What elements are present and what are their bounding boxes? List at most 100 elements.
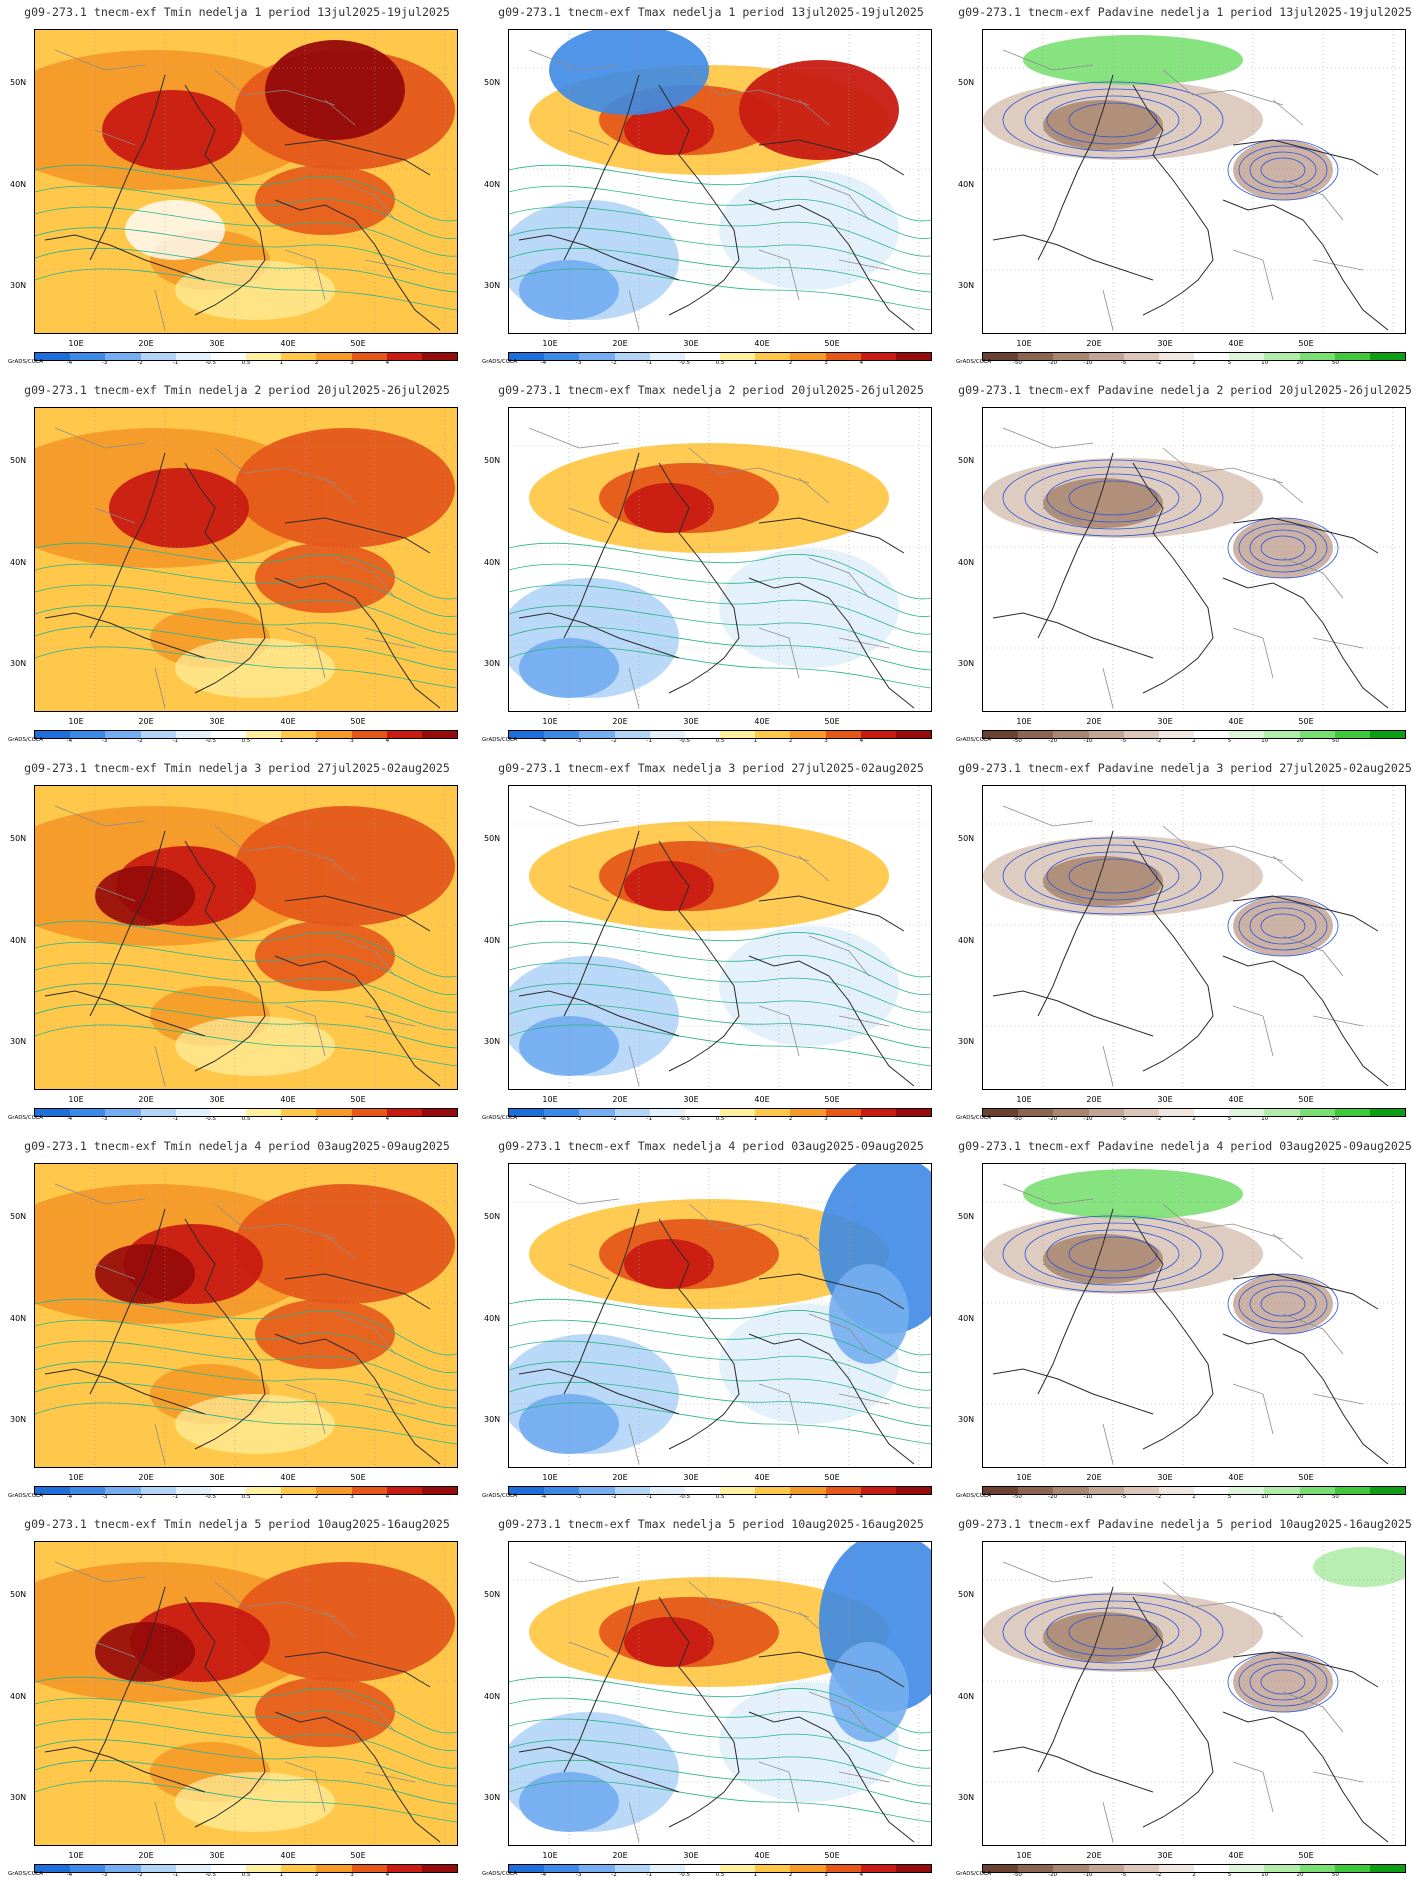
color-bar-swatch bbox=[316, 353, 352, 360]
color-bar-swatch bbox=[1123, 1865, 1159, 1872]
x-tick-label: 40E bbox=[754, 1095, 770, 1104]
color-bar-label: 5 bbox=[1227, 1494, 1232, 1500]
color-bar-label: 2 bbox=[1192, 738, 1196, 744]
x-tick-label: 10E bbox=[542, 1095, 558, 1104]
color-bar-swatch bbox=[351, 1865, 387, 1872]
color-bar-label: -5 bbox=[1120, 738, 1127, 744]
x-tick-label: 30E bbox=[209, 1095, 225, 1104]
map-panel: g09-273.1 tnecm-exf Padavine nedelja 2 p… bbox=[948, 378, 1422, 757]
x-tick-label: 30E bbox=[209, 717, 225, 726]
color-bar-swatch bbox=[386, 1487, 422, 1494]
color-bar-swatch bbox=[1158, 1865, 1195, 1872]
map-canvas bbox=[509, 786, 931, 1089]
color-bar-swatch bbox=[351, 1109, 387, 1116]
color-bar-label: 3 bbox=[350, 360, 354, 366]
panel-title: g09-273.1 tnecm-exf Padavine nedelja 4 p… bbox=[958, 1139, 1412, 1153]
color-bar-label: -20 bbox=[1048, 360, 1058, 366]
color-bar-swatch bbox=[983, 1865, 1019, 1872]
map-panel: g09-273.1 tnecm-exf Tmin nedelja 3 perio… bbox=[0, 756, 474, 1135]
color-bar-label: 4 bbox=[385, 1872, 390, 1878]
color-bar-swatch bbox=[1334, 1865, 1370, 1872]
color-bar-label: -4 bbox=[540, 360, 547, 366]
grads-credit: GrADS/COLA bbox=[8, 1115, 43, 1121]
color-bar-label: 4 bbox=[859, 1494, 864, 1500]
grads-credit: GrADS/COLA bbox=[956, 1115, 991, 1121]
color-bar-swatch bbox=[755, 731, 791, 738]
color-bar-label: 0.5 bbox=[241, 360, 251, 366]
map-plot-area bbox=[982, 1541, 1406, 1846]
color-bar-swatch bbox=[860, 1865, 896, 1872]
color-bar-label: -1 bbox=[646, 738, 653, 744]
color-bar-swatch bbox=[579, 1109, 615, 1116]
color-bar-swatch bbox=[544, 353, 580, 360]
color-bar-label: 2 bbox=[788, 1116, 793, 1122]
color-bar-label: 2 bbox=[314, 738, 319, 744]
x-tick-label: 50E bbox=[350, 1095, 366, 1104]
color-bar-swatch bbox=[386, 353, 422, 360]
color-bar-swatch bbox=[1229, 731, 1265, 738]
x-tick-label: 50E bbox=[350, 1473, 366, 1482]
color-bar-swatch bbox=[175, 353, 211, 360]
x-tick-label: 40E bbox=[754, 1473, 770, 1482]
color-bar bbox=[508, 1864, 932, 1873]
color-bar-label: -3 bbox=[575, 1116, 582, 1122]
color-bar-swatch bbox=[509, 731, 545, 738]
color-bar-label: -2 bbox=[1155, 738, 1162, 744]
x-tick-label: 40E bbox=[280, 717, 296, 726]
color-bar-swatch bbox=[351, 731, 387, 738]
map-plot-area bbox=[508, 1541, 932, 1846]
color-bar-label: -4 bbox=[66, 1116, 73, 1122]
color-bar-label: 2 bbox=[1192, 360, 1196, 366]
map-panel: g09-273.1 tnecm-exf Tmin nedelja 2 perio… bbox=[0, 378, 474, 757]
color-bar-swatch bbox=[70, 1487, 106, 1494]
color-bar-label: -0.5 bbox=[679, 1872, 691, 1878]
color-bar-label: 3 bbox=[824, 360, 828, 366]
color-bar-label: 1 bbox=[753, 1494, 758, 1500]
y-tick-label: 30N bbox=[484, 1415, 501, 1424]
color-bar-label: -4 bbox=[540, 738, 547, 744]
map-plot-area bbox=[982, 1163, 1406, 1468]
color-bar-label: 1 bbox=[753, 1116, 758, 1122]
color-bar-label: 0.5 bbox=[715, 360, 725, 366]
color-bar-swatch bbox=[1334, 1487, 1370, 1494]
map-canvas bbox=[35, 30, 457, 333]
x-tick-label: 10E bbox=[1016, 1473, 1032, 1482]
color-bar-swatch bbox=[386, 1865, 422, 1872]
color-bar-swatch bbox=[316, 1865, 352, 1872]
x-tick-label: 20E bbox=[138, 1473, 154, 1482]
panel-title: g09-273.1 tnecm-exf Tmax nedelja 5 perio… bbox=[498, 1517, 924, 1531]
color-bar-swatch bbox=[684, 353, 721, 360]
color-bar-label: -4 bbox=[66, 1872, 73, 1878]
y-tick-label: 50N bbox=[958, 456, 975, 465]
color-bar-swatch bbox=[1299, 1487, 1335, 1494]
y-tick-label: 30N bbox=[484, 659, 501, 668]
color-bar-swatch bbox=[1229, 353, 1265, 360]
color-bar-swatch bbox=[210, 1865, 247, 1872]
color-bar-label: 3 bbox=[350, 1116, 354, 1122]
color-bar-swatch bbox=[316, 1487, 352, 1494]
x-tick-label: 30E bbox=[209, 1851, 225, 1860]
y-tick-label: 50N bbox=[484, 834, 501, 843]
x-tick-label: 50E bbox=[1298, 1473, 1314, 1482]
color-bar-label: -10 bbox=[1083, 1116, 1093, 1122]
color-bar-swatch bbox=[1194, 1487, 1230, 1494]
map-plot-area bbox=[982, 785, 1406, 1090]
y-tick-label: 30N bbox=[958, 659, 975, 668]
y-tick-label: 40N bbox=[484, 180, 501, 189]
x-tick-label: 30E bbox=[1157, 339, 1173, 348]
color-bar-swatch bbox=[1018, 731, 1054, 738]
grads-credit: GrADS/COLA bbox=[482, 359, 517, 365]
color-bar-swatch bbox=[1018, 1487, 1054, 1494]
color-bar-label: -1 bbox=[172, 1872, 179, 1878]
panel-title: g09-273.1 tnecm-exf Tmax nedelja 4 perio… bbox=[498, 1139, 924, 1153]
color-bar-label: 10 bbox=[1261, 738, 1269, 744]
color-bar-label: 4 bbox=[859, 1116, 864, 1122]
color-bar-swatch bbox=[790, 1865, 826, 1872]
color-bar-swatch bbox=[35, 1865, 71, 1872]
color-bar-swatch bbox=[825, 1865, 861, 1872]
color-bar-swatch bbox=[1158, 353, 1195, 360]
x-tick-label: 20E bbox=[612, 1473, 628, 1482]
grads-credit: GrADS/COLA bbox=[482, 1871, 517, 1877]
color-bar-label: -50 bbox=[1012, 1494, 1022, 1500]
color-bar-label: 20 bbox=[1296, 738, 1304, 744]
